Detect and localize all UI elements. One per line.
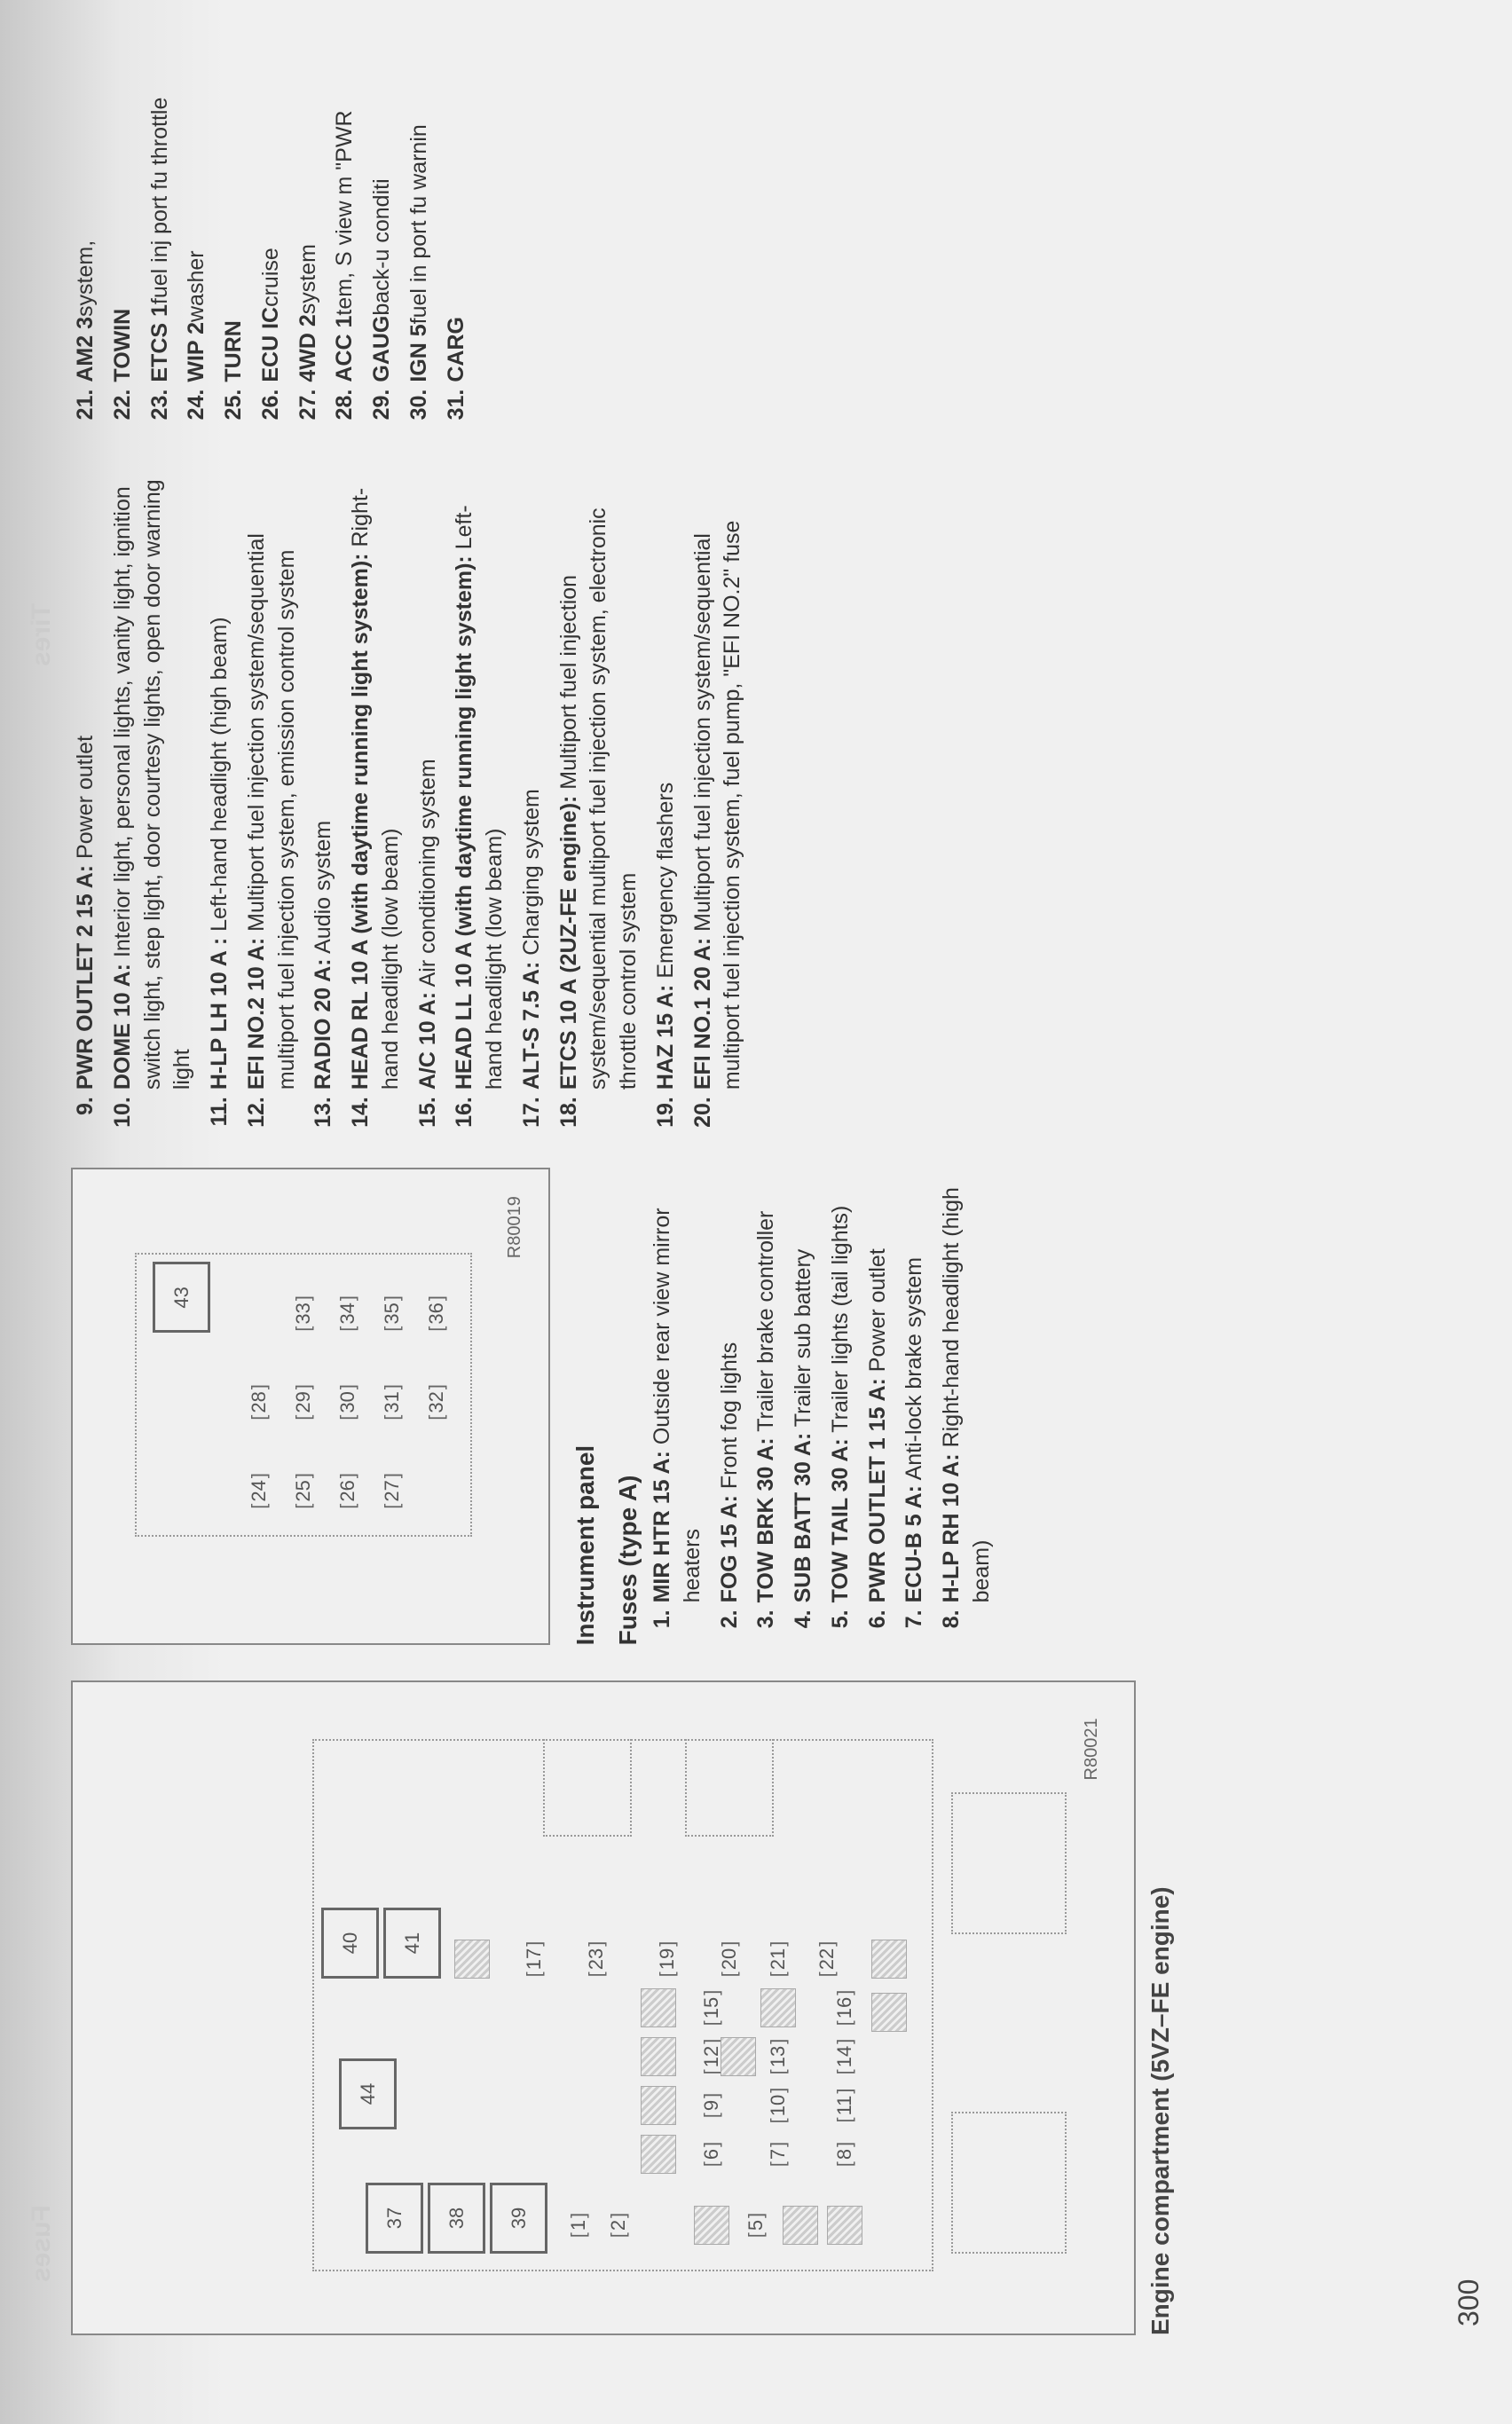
fuse-item: 1.MIR HTR 15 A: Outside rear view mirror…: [648, 1168, 708, 1645]
fuse-14: 14: [827, 2037, 862, 2076]
diagram-code: R80021: [1082, 1718, 1102, 1780]
fuse-item: 29.GAUGback-u conditi: [367, 53, 398, 425]
fuse-item: 19.HAZ 15 A: Emergency flashers: [651, 460, 681, 1133]
fuse-item: 2.FOG 15 A: Front fog lights: [715, 1168, 745, 1645]
blank-slot: [641, 2135, 676, 2174]
fuse-6: 6: [694, 2135, 729, 2174]
fuse-29: 29: [286, 1382, 321, 1421]
fuse-15: 15: [694, 1988, 729, 2027]
blank-slot: [827, 2206, 862, 2245]
fuse-item: 10.DOME 10 A: Interior light, personal l…: [108, 460, 198, 1133]
fuse-41: 41: [383, 1908, 441, 1979]
fuse-item: 21.AM2 3system,: [71, 53, 101, 425]
fuse-item: 13.RADIO 20 A: Audio system: [309, 460, 339, 1133]
fuse-item: 17.ALT-S 7.5 A: Charging system: [517, 460, 547, 1133]
fuse-34: 34: [330, 1294, 366, 1333]
fuse-item: 5.TOW TAIL 30 A: Trailer lights (tail li…: [826, 1168, 856, 1645]
fuse-item: 6.PWR OUTLET 1 15 A: Power outlet: [863, 1168, 894, 1645]
fuse-32: 32: [419, 1382, 454, 1421]
page-number: 300: [1453, 2279, 1485, 2326]
fuse-list: 21.AM2 3system,22.TOWIN 23.ETCS 1fuel inj…: [71, 53, 478, 425]
blank-slot: [641, 1988, 676, 2027]
fuse-item: 14.HEAD RL 10 A (with daytime running li…: [346, 460, 406, 1133]
engine-diagram-label: Engine compartment (5VZ–FE engine): [1146, 1680, 1175, 2335]
blank-slot: [721, 2037, 756, 2076]
fuse-item: 15.A/C 10 A: Air conditioning system: [413, 460, 444, 1133]
fuse-item: 3.TOW BRK 30 A: Trailer brake controller: [752, 1168, 782, 1645]
bleed-through-text: Fuses: [27, 2205, 57, 2282]
fuse-item: 9.PWR OUTLET 2 15 A: Power outlet: [71, 460, 101, 1133]
fuse-9: 9: [694, 2086, 729, 2125]
fuse-item: 27.4WD 2system: [294, 53, 324, 425]
fuse-26: 26: [330, 1471, 366, 1510]
fuse-21: 21: [760, 1940, 796, 1979]
fuse-38: 38: [428, 2183, 485, 2254]
fuse-item: 31.CARG: [442, 53, 472, 425]
fuse-33: 33: [286, 1294, 321, 1333]
fuse-19: 19: [650, 1940, 685, 1979]
fuse-10: 10: [760, 2086, 796, 2125]
fuse-5: 5: [738, 2206, 774, 2245]
blank-slot: [641, 2086, 676, 2125]
blank-slot: [454, 1940, 490, 1979]
fuse-item: 30.IGN 5fuel in port fu warnin: [405, 53, 435, 425]
blank-slot: [641, 2037, 676, 2076]
fuse-item: 24.WIP 2washer: [182, 53, 212, 425]
fuse-item: 26.ECU ICcruise: [256, 53, 287, 425]
fuse-7: 7: [760, 2135, 796, 2174]
fuse-23: 23: [579, 1940, 614, 1979]
fuse-40: 40: [321, 1908, 379, 1979]
fuse-13: 13: [760, 2037, 796, 2076]
engine-compartment-diagram: R80021 373839444041121723195691215207101…: [71, 1680, 1136, 2335]
fuse-item: 25.TURN: [219, 53, 249, 425]
fuse-list: 9.PWR OUTLET 2 15 A: Power outlet10.DOME…: [71, 460, 755, 1133]
fuse-30: 30: [330, 1382, 366, 1421]
section-heading: Fuses (type A): [614, 1168, 642, 1645]
fuse-item: 12.EFI NO.2 10 A: Multiport fuel injecti…: [242, 460, 303, 1133]
fuse-item: 22.TOWIN: [108, 53, 138, 425]
fuse-17: 17: [516, 1940, 552, 1979]
fuse-11: 11: [827, 2086, 862, 2125]
instrument-panel-diagram: R80019 43 24 28 25 29 33 26 30 34 27 31 35 32 36: [71, 1168, 550, 1645]
fuse-43: 43: [153, 1262, 210, 1333]
fuse-8: 8: [827, 2135, 862, 2174]
fuse-item: 11.H-LP LH 10 A : Left-hand headlight (h…: [205, 460, 235, 1133]
bleed-through-text: Tires: [27, 603, 57, 666]
relay-box: [685, 1739, 774, 1837]
fuse-item: 8.H-LP RH 10 A: Right-hand headlight (hi…: [937, 1168, 997, 1645]
fuse-28: 28: [241, 1382, 277, 1421]
fuse-36: 36: [419, 1294, 454, 1333]
fuse-item: 18.ETCS 10 A (2UZ-FE engine): Multiport …: [555, 460, 644, 1133]
fuse-list: 1.MIR HTR 15 A: Outside rear view mirror…: [648, 1168, 1004, 1645]
diagram-code: R80019: [505, 1196, 525, 1258]
blank-slot: [783, 2206, 818, 2245]
fuse-20: 20: [712, 1940, 747, 1979]
relay-box: [951, 2112, 1067, 2254]
fuse-25: 25: [286, 1471, 321, 1510]
fuse-31: 31: [374, 1382, 410, 1421]
blank-slot: [871, 1940, 907, 1979]
blank-slot: [871, 1993, 907, 2032]
fuse-22: 22: [809, 1940, 845, 1979]
fuse-item: 16.HEAD LL 10 A (with daytime running li…: [450, 460, 510, 1133]
blank-slot: [694, 2206, 729, 2245]
fuse-item: 7.ECU-B 5 A: Anti-lock brake system: [900, 1168, 930, 1645]
relay-box: [951, 1792, 1067, 1934]
fuse-item: 20.EFI NO.1 20 A: Multiport fuel injecti…: [689, 460, 749, 1133]
fuse-item: 28.ACC 1tem, S view m "PWR: [330, 53, 360, 425]
fuse-44: 44: [339, 2058, 397, 2129]
relay-box: [543, 1739, 632, 1837]
fuse-item: 23.ETCS 1fuel inj port fu throttle: [146, 53, 176, 425]
fuse-1: 1: [561, 2206, 596, 2245]
fuse-37: 37: [366, 2183, 423, 2254]
fuse-16: 16: [827, 1988, 862, 2027]
fuse-24: 24: [241, 1471, 277, 1510]
fuse-35: 35: [374, 1294, 410, 1333]
fuse-27: 27: [374, 1471, 410, 1510]
fuse-39: 39: [490, 2183, 547, 2254]
section-heading: Instrument panel: [571, 1168, 600, 1645]
fuse-2: 2: [601, 2206, 636, 2245]
blank-slot: [760, 1988, 796, 2027]
fuse-item: 4.SUB BATT 30 A: Trailer sub battery: [789, 1168, 819, 1645]
